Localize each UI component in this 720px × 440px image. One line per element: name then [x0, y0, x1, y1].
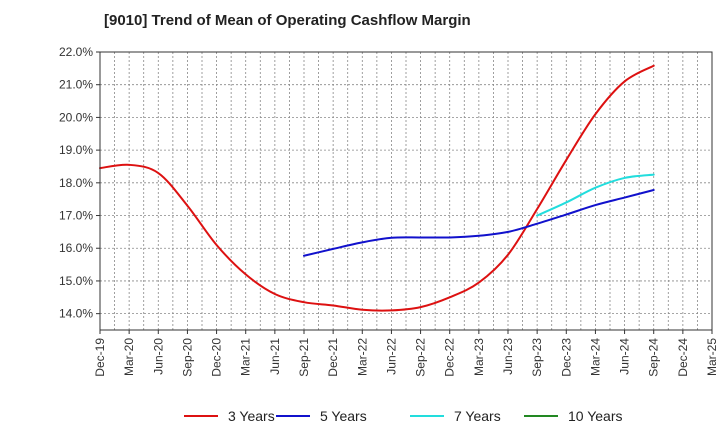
plot-frame — [99, 51, 713, 331]
series-line-3-years — [99, 64, 655, 312]
legend-swatch — [276, 415, 310, 417]
series-line-5-years — [303, 189, 655, 257]
x-tick-label: Sep-22 — [414, 338, 428, 377]
x-tick-label: Mar-20 — [122, 338, 136, 376]
x-tick-label: Mar-23 — [472, 338, 486, 376]
y-axis: 14.0% 15.0% 16.0% 17.0% 18.0% 19.0% 20.0% 21.0%… — [59, 45, 100, 321]
x-tick-label: Dec-24 — [676, 338, 690, 377]
y-tick-label: 20.0% — [59, 110, 93, 124]
y-tick-label: 19.0% — [59, 143, 93, 157]
y-tick-label: 18.0% — [59, 176, 93, 190]
x-axis: Dec-19 Mar-20 Jun-20 Sep-20 Dec-20 Mar-21 Jun-… — [93, 330, 719, 377]
series-line-7-years — [536, 173, 655, 217]
y-tick-label: 15.0% — [59, 274, 93, 288]
grid — [99, 51, 713, 330]
legend-item-5-years: 5 Years — [276, 404, 367, 428]
legend-swatch — [184, 415, 218, 417]
legend-item-7-years: 7 Years — [410, 404, 501, 428]
y-tick-label: 17.0% — [59, 209, 93, 223]
x-tick-label: Jun-21 — [268, 338, 282, 375]
y-tick-label: 16.0% — [59, 241, 93, 255]
y-tick-label: 22.0% — [59, 45, 93, 59]
x-tick-label: Sep-20 — [180, 338, 194, 377]
x-tick-label: Mar-22 — [355, 338, 369, 376]
legend-label: 10 Years — [568, 408, 623, 424]
legend-swatch — [410, 415, 444, 417]
legend-item-3-years: 3 Years — [184, 404, 275, 428]
x-tick-label: Mar-24 — [588, 338, 602, 376]
legend-item-10-years: 10 Years — [524, 404, 623, 428]
y-tick-label: 21.0% — [59, 78, 93, 92]
x-tick-label: Jun-20 — [151, 338, 165, 375]
legend-label: 7 Years — [454, 408, 501, 424]
legend-label: 5 Years — [320, 408, 367, 424]
x-tick-label: Dec-23 — [559, 338, 573, 377]
x-tick-label: Sep-23 — [530, 338, 544, 377]
x-tick-label: Jun-23 — [501, 338, 515, 375]
x-tick-label: Dec-19 — [93, 338, 107, 377]
chart-title: [9010] Trend of Mean of Operating Cashfl… — [104, 12, 471, 29]
series-lines — [99, 64, 655, 312]
x-tick-label: Dec-20 — [210, 338, 224, 377]
y-tick-label: 14.0% — [59, 307, 93, 321]
x-tick-label: Sep-21 — [297, 338, 311, 377]
x-tick-label: Mar-21 — [239, 338, 253, 376]
legend: 3 Years 5 Years 7 Years 10 Years — [0, 404, 720, 428]
x-tick-label: Jun-24 — [618, 338, 632, 375]
legend-swatch — [524, 415, 558, 417]
x-tick-label: Dec-21 — [326, 338, 340, 377]
x-tick-label: Mar-25 — [705, 338, 719, 376]
x-tick-label: Sep-24 — [647, 338, 661, 377]
legend-label: 3 Years — [228, 408, 275, 424]
x-tick-label: Jun-22 — [384, 338, 398, 375]
x-tick-label: Dec-22 — [443, 338, 457, 377]
